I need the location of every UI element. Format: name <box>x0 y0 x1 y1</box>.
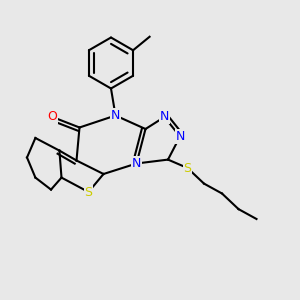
Text: S: S <box>184 161 191 175</box>
Text: N: N <box>132 157 141 170</box>
Text: N: N <box>175 130 185 143</box>
Text: N: N <box>160 110 169 124</box>
Text: O: O <box>48 110 57 124</box>
Text: S: S <box>85 185 92 199</box>
Text: N: N <box>111 109 120 122</box>
